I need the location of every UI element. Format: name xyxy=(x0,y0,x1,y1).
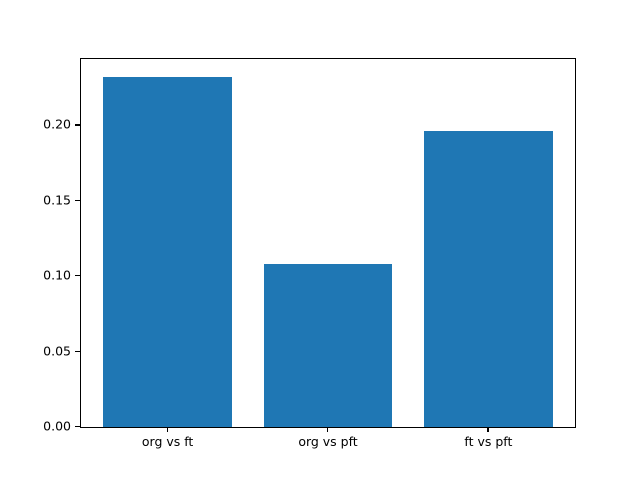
x-tick-label: org vs pft xyxy=(298,434,358,449)
x-axis: org vs ft org vs pft ft vs pft xyxy=(81,59,575,448)
y-tick-label: 0.00 xyxy=(43,418,71,434)
bars xyxy=(81,59,575,427)
x-tick-mark xyxy=(487,427,489,432)
y-tick-mark xyxy=(75,350,80,352)
bar-ft-vs-pft xyxy=(424,131,553,427)
x-tick-label: org vs ft xyxy=(141,434,194,449)
x-tick-label: ft vs pft xyxy=(464,434,513,449)
axes: 0.00 0.05 0.10 0.15 0.20 org vs ft org vs pft… xyxy=(43,58,576,448)
y-tick-mark xyxy=(75,199,80,201)
x-tick-mark xyxy=(166,427,168,432)
y-tick-label: 0.20 xyxy=(43,116,71,132)
x-tick-mark xyxy=(327,427,329,432)
y-tick-label: 0.05 xyxy=(43,343,71,359)
y-tick-label: 0.15 xyxy=(43,192,71,208)
y-tick-label: 0.10 xyxy=(43,267,71,283)
y-axis: 0.00 0.05 0.10 0.15 0.20 xyxy=(43,59,575,432)
y-tick-mark xyxy=(75,426,80,428)
bar-org-vs-ft xyxy=(103,77,232,427)
bar-org-vs-pft xyxy=(263,264,393,427)
y-tick-mark xyxy=(75,275,80,277)
y-tick-mark xyxy=(75,124,80,126)
